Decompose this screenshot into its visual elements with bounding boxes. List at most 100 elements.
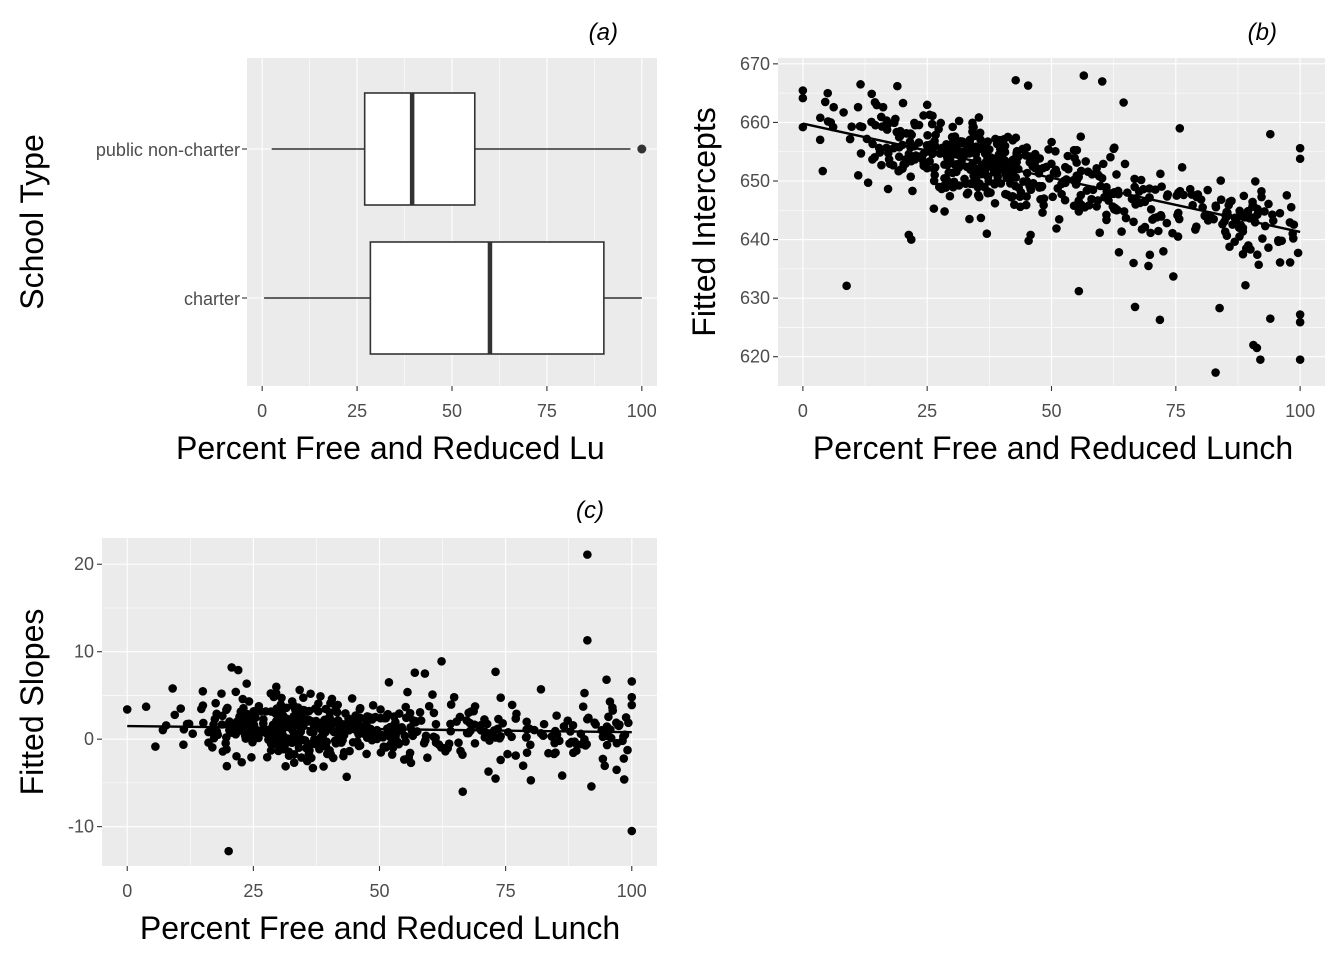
panel-c-point xyxy=(369,701,378,710)
panel-c-point xyxy=(199,701,208,710)
panel-b-point xyxy=(1286,258,1295,267)
panel-b-point xyxy=(799,94,808,103)
panel-b-point xyxy=(1215,304,1224,313)
panel-c-point xyxy=(222,733,231,742)
panel-c-point xyxy=(314,707,323,716)
panel-c-ytick-label: 20 xyxy=(74,554,94,574)
panel-b-point xyxy=(1144,262,1153,271)
panel-b-point xyxy=(1169,272,1178,281)
panel-b-point xyxy=(1024,236,1033,245)
panel-c-point xyxy=(526,741,535,750)
panel-b-point xyxy=(940,207,949,216)
panel-c-point xyxy=(613,739,622,748)
panel-b-point xyxy=(1080,71,1089,80)
panel-b-point xyxy=(1122,214,1131,223)
panel-b-point xyxy=(1072,158,1081,167)
panel-b-point xyxy=(854,171,863,180)
panel-c-point xyxy=(223,762,232,771)
panel-c-xtick-label: 50 xyxy=(369,881,389,901)
panel-b-point xyxy=(1209,215,1218,224)
panel-c-point xyxy=(496,756,505,765)
panel-b-point xyxy=(1227,197,1236,206)
panel-c-point xyxy=(622,713,631,722)
panel-c-point xyxy=(583,636,592,645)
panel-b-point xyxy=(1048,193,1057,202)
panel-b-point xyxy=(1287,203,1296,212)
panel-c-point xyxy=(151,742,160,751)
panel-b-point xyxy=(915,138,924,147)
panel-c-point xyxy=(450,693,459,702)
panel-b-point xyxy=(948,123,957,132)
panel-b-point xyxy=(823,89,832,98)
panel-c-point xyxy=(612,765,621,774)
panel-b-point xyxy=(1139,185,1148,194)
panel-b-point xyxy=(910,119,919,128)
panel-c-point xyxy=(429,732,438,741)
panel-b-point xyxy=(1039,164,1048,173)
panel-a-xtick-label: 50 xyxy=(442,401,462,421)
panel-b-point xyxy=(991,135,1000,144)
panel-c-point xyxy=(385,678,394,687)
panel-c-point xyxy=(321,705,330,714)
panel-b-point xyxy=(1296,355,1305,364)
panel-b-point xyxy=(1235,207,1244,216)
panel-c-point xyxy=(272,683,281,692)
panel-b-point xyxy=(879,103,888,112)
panel-b-xtick-label: 0 xyxy=(798,401,808,421)
panel-c-point xyxy=(540,720,549,729)
panel-c-point xyxy=(579,702,588,711)
panel-c-point xyxy=(583,550,592,559)
panel-c-point xyxy=(496,693,505,702)
panel-c-point xyxy=(508,701,517,710)
panel-b-point xyxy=(1239,250,1248,259)
panel-b-point xyxy=(1176,187,1185,196)
panel-b-point xyxy=(1294,249,1303,258)
panel-c-point xyxy=(519,761,528,770)
panel-b-point xyxy=(907,235,916,244)
panel-c-point xyxy=(537,685,546,694)
panel-c-point xyxy=(299,693,308,702)
panel-b-point xyxy=(1106,153,1115,162)
panel-b-point xyxy=(1098,77,1107,86)
panel-c-point xyxy=(390,712,399,721)
panel-b-title: (b) xyxy=(1248,19,1277,46)
panel-c-point xyxy=(602,675,611,684)
panel-b-point xyxy=(1256,355,1265,364)
panel-c-point xyxy=(345,747,354,756)
panel-b-x-ticks: 0 25 50 75 100 xyxy=(798,386,1315,421)
panel-c-point xyxy=(356,704,365,713)
panel-b-point xyxy=(1168,229,1177,238)
panel-b-point xyxy=(1076,132,1085,141)
panel-c-point xyxy=(224,847,233,856)
panel-b-point xyxy=(1150,214,1159,223)
panel-c-point xyxy=(237,758,246,767)
panel-c-point xyxy=(242,679,251,688)
panel-c-point xyxy=(447,700,456,709)
panel-c-point xyxy=(511,751,520,760)
panel-b-point xyxy=(1257,187,1266,196)
panel-b-point xyxy=(1012,133,1021,142)
panel-a-category-label-charter: charter xyxy=(184,289,240,309)
panel-b-point xyxy=(1117,227,1126,236)
panel-b-point xyxy=(1216,176,1225,185)
panel-c-point xyxy=(222,705,231,714)
panel-b-point xyxy=(816,113,825,122)
panel-b-point xyxy=(899,160,908,169)
panel-b-point xyxy=(929,165,938,174)
panel-c-point xyxy=(309,764,318,773)
panel-c-point xyxy=(302,744,311,753)
panel-a-xtick-label: 0 xyxy=(257,401,267,421)
panel-c-point xyxy=(522,717,531,726)
panel-b-point xyxy=(1258,234,1267,243)
panel-c-point xyxy=(234,666,243,675)
panel-c-point xyxy=(512,709,521,718)
panel-a-box-public-non-charter-outlier xyxy=(637,145,646,154)
panel-b-point xyxy=(1121,160,1130,169)
panel-b-point xyxy=(1236,221,1245,230)
panel-c-point xyxy=(266,689,275,698)
panel-b-point xyxy=(1057,190,1066,199)
panel-c-point xyxy=(231,688,240,697)
panel-c-point xyxy=(259,715,268,724)
panel-b-point xyxy=(931,131,940,140)
panel-b-point xyxy=(970,144,979,153)
